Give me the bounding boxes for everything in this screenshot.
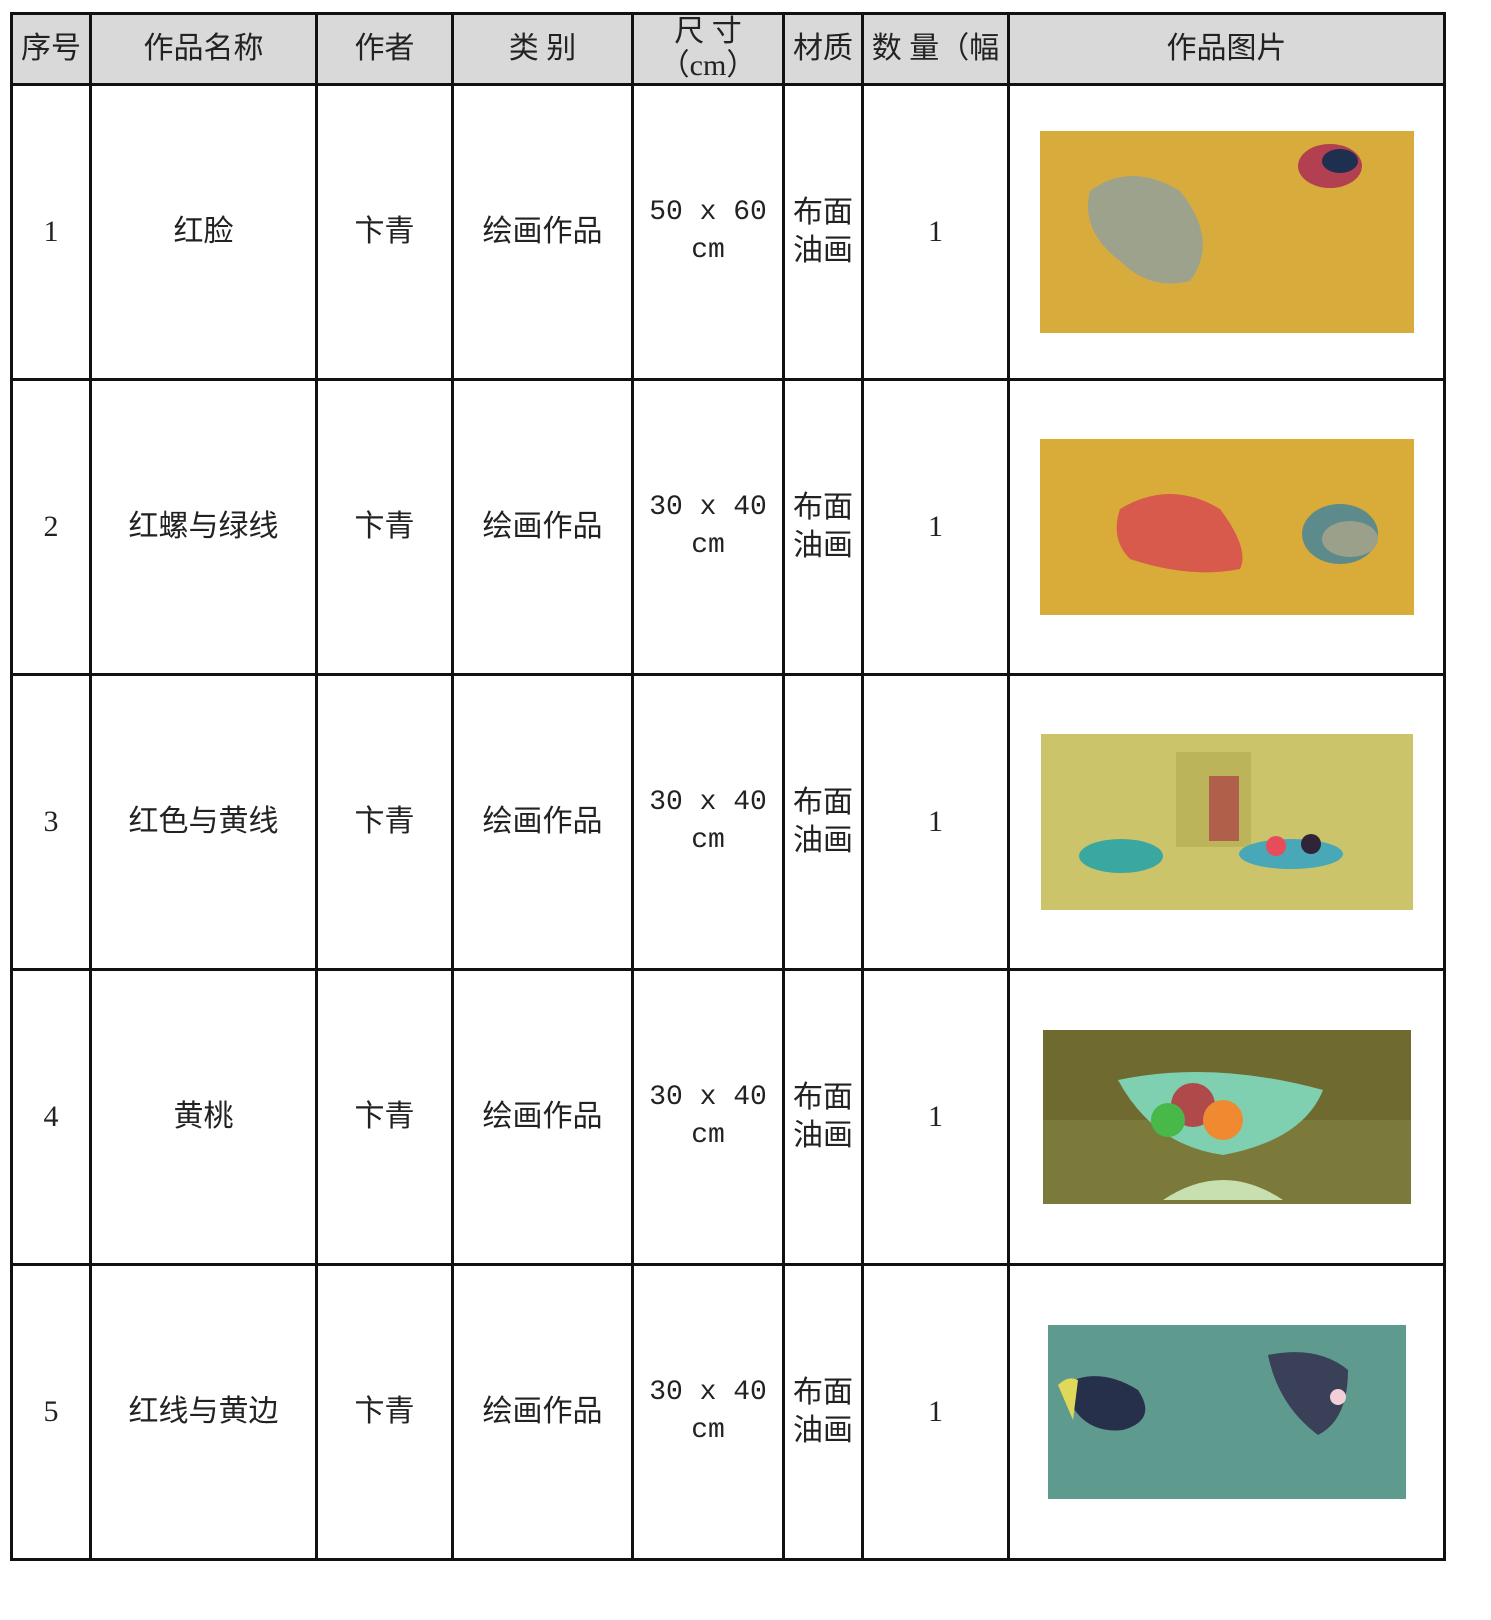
header-row: 序号 作品名称 作者类 别尺 寸（cm） 材质数 量（幅 作品图片: [10, 12, 1446, 86]
image-cell: [1007, 378, 1446, 676]
table-cell: 红线与黄边: [89, 1263, 318, 1561]
table-cell: 3: [10, 673, 92, 971]
table-cell: 1: [861, 968, 1010, 1266]
table-cell: 卞青: [315, 378, 454, 676]
table-cell: 1: [861, 673, 1010, 971]
table-cell: 布面油画: [782, 1263, 864, 1561]
artwork-table: 序号 作品名称 作者类 别尺 寸（cm） 材质数 量（幅 作品图片 1 红脸 卞青 绘画作品 5…: [10, 12, 1446, 1561]
table-row: 2 红螺与绿线 卞青 绘画作品 30 x 40 cm 布面油画 1: [10, 378, 1446, 676]
table-cell: 5: [10, 1263, 92, 1561]
table-cell: 卞青: [315, 1263, 454, 1561]
table-cell: 布面油画: [782, 83, 864, 381]
image-cell: [1007, 1263, 1446, 1561]
table-row: 1 红脸 卞青 绘画作品 50 x 60 cm 布面油画 1: [10, 83, 1446, 381]
table-row: 5 红线与黄边 卞青 绘画作品 30 x 40 cm 布面油画 1: [10, 1263, 1446, 1561]
table-cell: 50 x 60 cm: [631, 83, 785, 381]
table-cell: 1: [861, 83, 1010, 381]
table-cell: 卞青: [315, 968, 454, 1266]
header-cell: 类 别: [451, 12, 634, 86]
table-cell: 卞青: [315, 83, 454, 381]
table-cell: 布面油画: [782, 968, 864, 1266]
table-cell: 绘画作品: [451, 378, 634, 676]
header-cell: 数 量（幅: [861, 12, 1010, 86]
table-cell: 绘画作品: [451, 968, 634, 1266]
table-cell: 30 x 40 cm: [631, 673, 785, 971]
table-cell: 绘画作品: [451, 83, 634, 381]
header-cell: 材质: [782, 12, 864, 86]
table-row: 4 黄桃 卞青 绘画作品 30 x 40 cm 布面油画 1: [10, 968, 1446, 1266]
table-cell: 1: [861, 1263, 1010, 1561]
image-cell: [1007, 83, 1446, 381]
table-cell: 红脸: [89, 83, 318, 381]
painting: [1042, 1030, 1411, 1204]
table-cell: 布面油画: [782, 378, 864, 676]
table-cell: 30 x 40 cm: [631, 968, 785, 1266]
header-cell: 作品图片: [1007, 12, 1446, 86]
table-cell: 1: [861, 378, 1010, 676]
table-row: 3 红色与黄线 卞青 绘画作品 30 x 40 cm 布面油画 1: [10, 673, 1446, 971]
table-cell: 绘画作品: [451, 1263, 634, 1561]
image-cell: [1007, 673, 1446, 971]
table-cell: 红色与黄线: [89, 673, 318, 971]
table-cell: 卞青: [315, 673, 454, 971]
table-cell: 布面油画: [782, 673, 864, 971]
table-cell: 2: [10, 378, 92, 676]
table-cell: 1: [10, 83, 92, 381]
header-cell: 作品名称: [89, 12, 318, 86]
table-cell: 黄桃: [89, 968, 318, 1266]
painting: [1039, 439, 1414, 615]
table-cell: 30 x 40 cm: [631, 378, 785, 676]
table-cell: 30 x 40 cm: [631, 1263, 785, 1561]
header-cell: 序号: [10, 12, 92, 86]
header-cell: 作者: [315, 12, 454, 86]
image-cell: [1007, 968, 1446, 1266]
table-cell: 4: [10, 968, 92, 1266]
table-cell: 红螺与绿线: [89, 378, 318, 676]
table-cell: 绘画作品: [451, 673, 634, 971]
painting: [1040, 734, 1413, 910]
header-cell: 尺 寸（cm）: [631, 12, 785, 86]
painting: [1047, 1325, 1406, 1499]
painting: [1039, 131, 1414, 333]
